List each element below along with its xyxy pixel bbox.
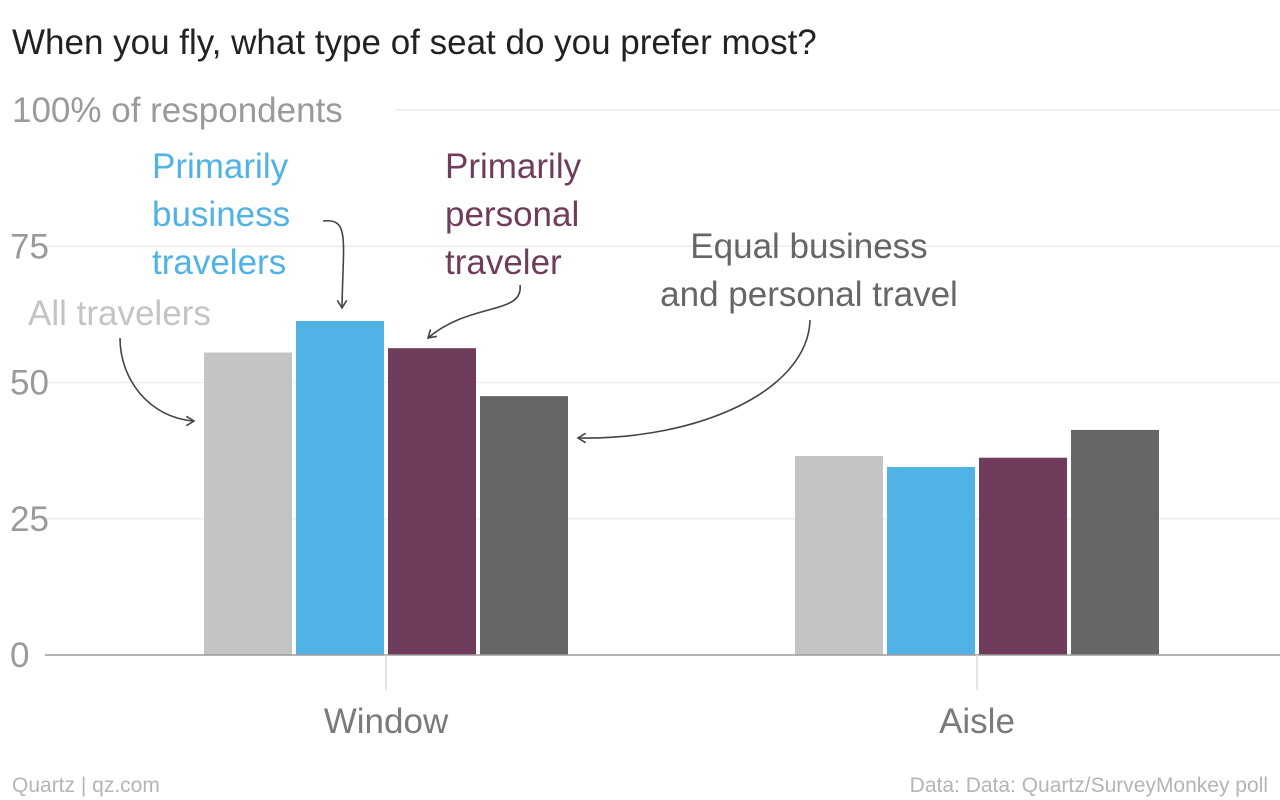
x-tick-label-aisle: Aisle [939, 702, 1015, 741]
series-label-line: and personal travel [660, 275, 958, 314]
series-label-line: personal [445, 195, 579, 234]
bar-aisle-3 [1071, 429, 1159, 655]
y-tick-label: 0 [10, 636, 29, 675]
series-label-2: Primarily personal traveler [445, 147, 582, 282]
annotation-arrows [119, 220, 811, 444]
footer-source-right: Data: Data: Quartz/SurveyMonkey poll [910, 774, 1268, 797]
series-label-line: business [152, 195, 290, 234]
annotation-arrow-1-head [336, 299, 348, 310]
bar-window-3 [480, 396, 568, 655]
bar-aisle-1 [887, 466, 975, 655]
series-label-line: Equal business [690, 227, 927, 266]
annotation-arrow-2-head [426, 329, 437, 340]
series-label-0: All travelers [28, 294, 211, 333]
bar-window-2 [388, 348, 476, 655]
y-axis-ticks: 0 25 50 75 [10, 227, 49, 675]
bar-window-1 [296, 320, 384, 655]
bar-aisle-0 [795, 456, 883, 655]
footer-source-left: Quartz | qz.com [12, 774, 160, 797]
series-label-line: Primarily [152, 147, 289, 186]
series-label-line: travelers [152, 243, 286, 282]
annotation-arrow-0-head [185, 415, 196, 427]
x-tick-label-window: Window [324, 702, 449, 741]
annotation-arrow-1 [322, 220, 345, 309]
series-label-3: Equal business and personal travel [660, 227, 958, 314]
series-label-line: Primarily [445, 147, 582, 186]
series-label-1: Primarily business travelers [152, 147, 290, 282]
chart-title: When you fly, what type of seat do you p… [12, 23, 817, 62]
annotation-arrow-3 [577, 319, 811, 439]
annotation-arrow-3-head [576, 432, 587, 444]
annotation-arrow-2 [427, 284, 521, 339]
y-tick-label: 75 [10, 227, 49, 266]
bar-aisle-2 [979, 457, 1067, 655]
series-label-line: traveler [445, 243, 562, 282]
bars [204, 320, 1159, 655]
series-label-line: All travelers [28, 294, 211, 333]
y-tick-label: 25 [10, 500, 49, 539]
y-tick-label: 50 [10, 364, 49, 403]
bar-window-0 [204, 352, 292, 655]
x-axis-ticks: Window Aisle [324, 655, 1015, 741]
annotation-arrow-0 [119, 337, 195, 422]
y-axis-label: 100% of respondents [12, 91, 343, 130]
